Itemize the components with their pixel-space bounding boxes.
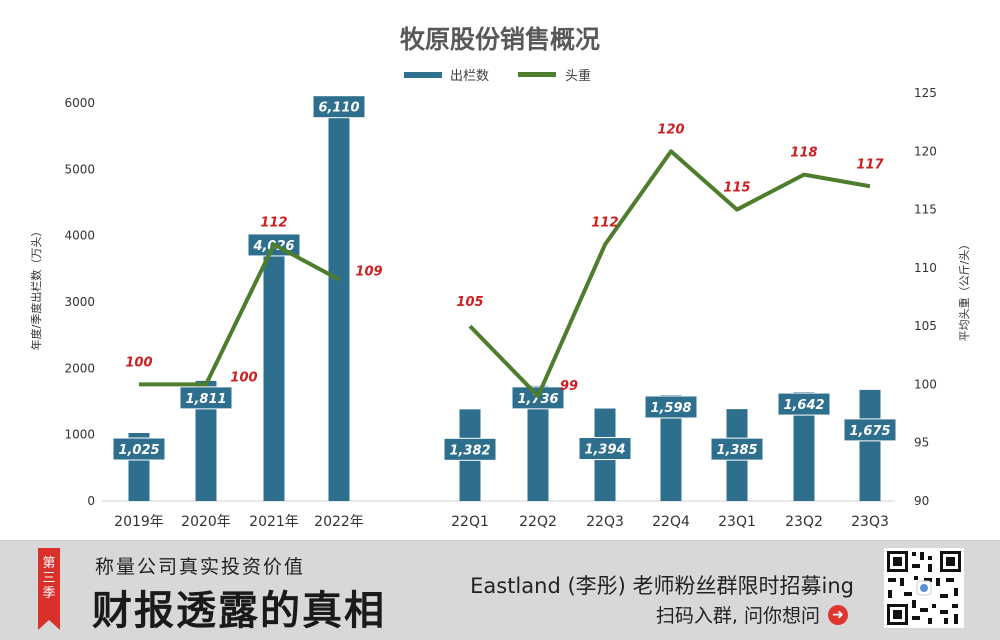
y-left-tick-label: 6000: [64, 96, 95, 110]
line-data-label: 109: [355, 265, 382, 280]
line-path: [139, 242, 340, 387]
y-right-tick-label: 105: [914, 319, 937, 333]
bar-label-box: [578, 437, 632, 461]
x-tick-label: 23Q3: [851, 514, 889, 530]
line-data-label: 100: [125, 355, 152, 370]
y-left-tick-label: 1000: [64, 428, 95, 442]
banner-main-title: 财报透露的真相: [92, 587, 386, 634]
bar-label-box: [312, 95, 366, 119]
bar: [263, 233, 285, 501]
y-right-tick-label: 100: [914, 377, 937, 391]
line-series: [139, 149, 871, 399]
x-tick-label: 22Q4: [652, 514, 690, 530]
bar-data-label: 1,394: [584, 443, 625, 458]
bar: [527, 385, 549, 501]
x-tick-label: 22Q1: [451, 514, 489, 530]
x-tick-label: 2022年: [314, 514, 364, 530]
bar-label-box: [843, 418, 897, 442]
y-axis-right-label: 平均头重（公斤/头）: [957, 239, 971, 342]
x-tick-label: 22Q2: [519, 514, 557, 530]
bar-data-label: 1,811: [185, 392, 226, 407]
bar-data-label: 1,598: [650, 401, 691, 416]
line-data-label: 118: [790, 146, 817, 161]
line-data-label: 99: [560, 379, 578, 394]
y-right-tick-label: 120: [914, 144, 937, 158]
line-data-labels: 100 100 112 109 105 99 112 120 115 118 117: [125, 122, 884, 394]
y-left-tick-label: 2000: [64, 361, 95, 375]
x-tick-label: 23Q1: [718, 514, 756, 530]
x-tick-label: 2020年: [181, 514, 231, 530]
x-tick-label: 23Q2: [785, 514, 823, 530]
y-axis-left-label: 年度/季度出栏数（万头）: [29, 226, 43, 351]
scan-text: 扫码入群, 问你想问: [655, 605, 820, 627]
line-data-label: 100: [230, 370, 257, 385]
legend-label-bars: 出栏数: [450, 69, 489, 84]
line-data-label: 120: [657, 122, 684, 137]
bar: [793, 392, 815, 501]
line-data-label: 112: [260, 216, 287, 231]
line-data-label: 105: [456, 295, 483, 310]
promo-text: Eastland (李彤) 老师粉丝群限时招募ing: [470, 574, 854, 598]
bar-label-box: [443, 437, 497, 461]
banner-subtitle: 称量公司真实投资价值: [95, 556, 306, 578]
bar: [328, 95, 350, 501]
bar-series: [128, 95, 881, 501]
legend-swatch-line: [518, 72, 556, 77]
bar-data-label: 1,382: [449, 443, 490, 458]
y-right-tick-label: 125: [914, 86, 937, 100]
x-tick-label: 2019年: [114, 514, 164, 530]
y-axis-left-ticks: 0 1000 2000 3000 4000 5000 6000: [64, 96, 95, 508]
bar: [660, 394, 682, 501]
y-right-tick-label: 95: [914, 436, 929, 450]
bar-data-label: 1,385: [716, 443, 757, 458]
arrow-right-icon[interactable]: ➜: [828, 604, 848, 625]
x-axis-ticks: 2019年 2020年 2021年 2022年 22Q1 22Q2 22Q3 22Q4 23Q1…: [114, 514, 889, 530]
line-data-label: 112: [591, 216, 618, 231]
line-path: [468, 149, 871, 399]
bar-label-box: [112, 437, 166, 461]
season-tag: 第 三 季: [38, 548, 60, 630]
y-left-tick-label: 3000: [64, 295, 95, 309]
y-axis-right-ticks: 90 95 100 105 110 115 120 125: [914, 86, 937, 508]
x-tick-label: 2021年: [249, 514, 299, 530]
y-right-tick-label: 115: [914, 203, 937, 217]
y-left-tick-label: 5000: [64, 162, 95, 176]
y-right-tick-label: 90: [914, 494, 929, 508]
bar-data-label: 1,675: [849, 424, 890, 439]
bar-data-labels: 1,0251,8114,0266,1101,3821,7361,3941,598…: [112, 95, 897, 461]
line-data-label: 115: [723, 181, 750, 196]
y-right-tick-label: 110: [914, 261, 937, 275]
legend-label-line: 头重: [565, 68, 591, 84]
bar-label-box: [710, 437, 764, 461]
bar-data-label: 1,025: [118, 443, 159, 458]
bar-data-label: 1,736: [517, 392, 558, 407]
bar-label-box: [777, 392, 831, 416]
chart-title: 牧原股份销售概况: [400, 25, 600, 54]
bar-data-label: 6,110: [318, 101, 359, 116]
bar-data-label: 1,642: [783, 398, 824, 413]
scan-prompt[interactable]: 扫码入群, 问你想问 ➜: [656, 601, 848, 628]
legend: 出栏数 头重: [404, 68, 591, 84]
legend-swatch-bars: [404, 72, 442, 78]
bar-label-box: [179, 386, 233, 410]
bar: [859, 389, 881, 501]
bar-label-box: [644, 395, 698, 419]
line-data-label: 117: [856, 157, 884, 172]
y-left-tick-label: 4000: [64, 229, 95, 243]
y-left-tick-label: 0: [87, 494, 95, 508]
bar: [195, 380, 217, 501]
x-tick-label: 22Q3: [586, 514, 624, 530]
qr-code-icon[interactable]: [884, 548, 964, 628]
chart: 牧原股份销售概况 出栏数 头重 年度/季度出栏数（万头） 平均头重（公斤/头） …: [29, 25, 971, 530]
